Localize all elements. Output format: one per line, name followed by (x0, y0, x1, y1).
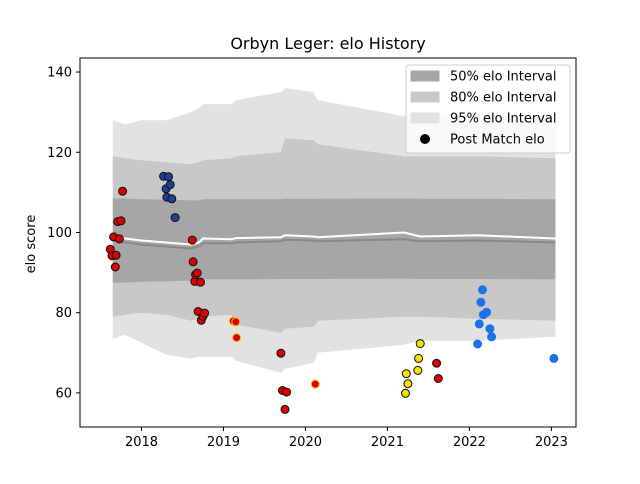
post-match-elo-point (165, 173, 173, 181)
post-match-elo-point (402, 370, 410, 378)
post-match-elo-point (477, 298, 485, 306)
post-match-elo-point (475, 320, 483, 328)
post-match-elo-point (119, 187, 127, 195)
post-match-elo-point (550, 354, 558, 362)
x-tick-label: 2020 (289, 435, 322, 450)
post-match-elo-point (277, 349, 285, 357)
post-match-elo-point (433, 359, 441, 367)
post-match-elo-point (166, 181, 174, 189)
post-match-elo-point (486, 325, 494, 333)
post-match-elo-point (189, 258, 197, 266)
x-tick-label: 2018 (125, 435, 158, 450)
post-match-elo-point (414, 366, 422, 374)
legend-label: 80% elo Interval (450, 91, 557, 106)
post-match-elo-point (171, 214, 179, 222)
legend-label: 95% elo Interval (450, 112, 557, 127)
y-tick-label: 80 (55, 306, 72, 321)
legend-swatch (411, 113, 439, 123)
post-match-elo-point (193, 269, 201, 277)
x-tick-label: 2022 (453, 435, 486, 450)
y-tick-label: 140 (47, 66, 72, 81)
legend-swatch (411, 71, 439, 81)
post-match-elo-point (233, 334, 241, 342)
post-match-elo-point (188, 236, 196, 244)
post-match-elo-point (168, 195, 176, 203)
post-match-elo-point (404, 380, 412, 388)
chart-title: Orbyn Leger: elo History (230, 34, 425, 53)
post-match-elo-point (488, 333, 496, 341)
post-match-elo-point (474, 340, 482, 348)
post-match-elo-point (479, 286, 487, 294)
post-match-elo-point (483, 308, 491, 316)
x-tick-label: 2021 (371, 435, 404, 450)
post-match-elo-point (283, 388, 291, 396)
post-match-elo-point (112, 251, 120, 259)
y-tick-label: 120 (47, 146, 72, 161)
post-match-elo-point (111, 263, 119, 271)
post-match-elo-point (232, 318, 240, 326)
y-axis-label: elo score (24, 215, 39, 274)
legend-label: 50% elo Interval (450, 70, 557, 85)
post-match-elo-point (311, 380, 319, 388)
x-tick-label: 2023 (535, 435, 568, 450)
post-match-elo-point (434, 375, 442, 383)
legend-swatch (411, 92, 439, 102)
post-match-elo-point (415, 354, 423, 362)
post-match-elo-point (402, 389, 410, 397)
legend-label: Post Match elo (450, 133, 545, 148)
legend-marker (420, 134, 430, 144)
legend: 50% elo Interval 80% elo Interval 95% elo … (406, 65, 570, 153)
post-match-elo-point (416, 340, 424, 348)
post-match-elo-point (281, 405, 289, 413)
y-tick-label: 100 (47, 226, 72, 241)
post-match-elo-point (117, 217, 125, 225)
post-match-elo-point (115, 235, 123, 243)
post-match-elo-point (201, 309, 209, 317)
x-tick-label: 2019 (207, 435, 240, 450)
post-match-elo-point (197, 278, 205, 286)
y-tick-label: 60 (55, 386, 72, 401)
